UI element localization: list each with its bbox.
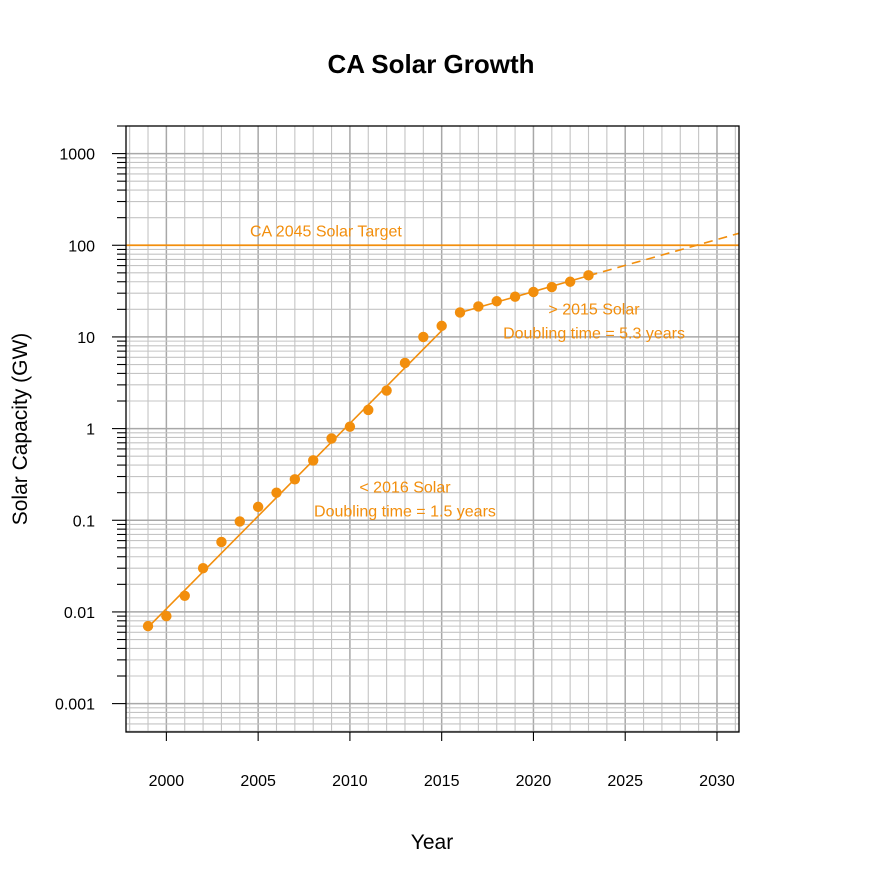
data-point (454, 307, 466, 318)
data-point (252, 501, 264, 513)
data-point (564, 276, 576, 287)
data-point (491, 296, 502, 307)
data-point (418, 331, 429, 343)
data-point (546, 281, 557, 293)
x-tick-label: 2025 (607, 773, 643, 790)
y-tick-label: 0.001 (55, 697, 95, 714)
data-point (436, 320, 447, 332)
x-axis-label: Year (411, 831, 453, 854)
x-tick-label: 2015 (424, 773, 460, 790)
y-tick-label: 0.1 (73, 513, 95, 530)
y-axis-label: Solar Capacity (GW) (9, 333, 32, 526)
chart-title: CA Solar Growth (327, 49, 534, 79)
x-tick-label: 2020 (516, 773, 552, 790)
x-tick-label: 2000 (149, 773, 185, 790)
y-axis: 0.001 0.01 0.1 1 10 100 1000 (55, 125, 126, 714)
data-point (308, 455, 319, 466)
data-point (234, 516, 245, 527)
data-point (399, 357, 411, 369)
data-point (473, 301, 484, 312)
data-point (179, 590, 190, 601)
annotation-post2015: Doubling time = 5.3 years (503, 326, 685, 343)
x-axis: 2000 2005 2010 2015 2020 2025 2030 (149, 732, 735, 790)
annotation-pre2016: Doubling time = 1.5 years (314, 504, 496, 521)
data-point (271, 487, 282, 498)
y-tick-label: 0.01 (64, 605, 95, 622)
data-point (528, 286, 539, 298)
projection-line (588, 232, 740, 277)
y-tick-label: 1 (86, 422, 95, 439)
annotation-post2015: > 2015 Solar (548, 302, 640, 319)
data-point (381, 385, 392, 396)
annotation-pre2016: < 2016 Solar (359, 480, 451, 497)
data-point (197, 562, 209, 574)
x-tick-label: 2030 (699, 773, 735, 790)
x-tick-label: 2010 (332, 773, 368, 790)
data-point (363, 404, 374, 416)
y-tick-label: 1000 (59, 147, 95, 164)
y-tick-label: 10 (77, 330, 95, 347)
data-points (142, 270, 594, 632)
annotations: CA 2045 Solar Target > 2015 Solar Doubling… (250, 223, 685, 520)
data-point (142, 620, 154, 632)
annotation-target: CA 2045 Solar Target (250, 223, 402, 240)
y-tick-label: 100 (68, 238, 95, 255)
data-point (583, 270, 594, 281)
data-point (326, 433, 337, 444)
x-tick-label: 2005 (240, 773, 276, 790)
data-point (344, 421, 356, 432)
data-point (216, 536, 227, 548)
data-point (161, 610, 172, 622)
data-point (509, 291, 521, 302)
data-point (289, 474, 301, 485)
